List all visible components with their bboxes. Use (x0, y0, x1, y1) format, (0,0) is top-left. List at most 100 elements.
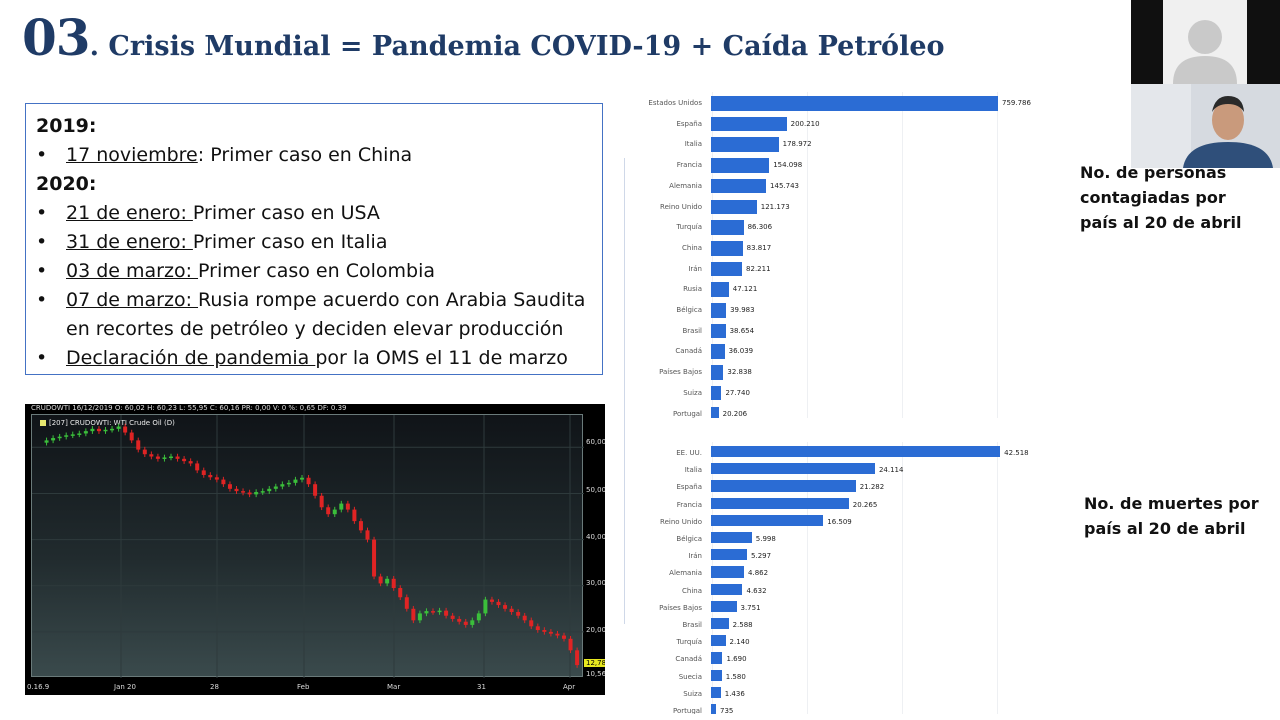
candle-body (476, 613, 481, 621)
bar-category-label: Bélgica (676, 306, 702, 314)
timeline-text: Primer caso en Colombia (198, 260, 435, 282)
candle-body (195, 463, 200, 471)
bar (711, 635, 726, 647)
bar-value-label: 1.580 (725, 672, 746, 681)
timeline-item: 03 de marzo: Primer caso en Colombia (36, 257, 592, 286)
bar-category-label: Países Bajos (659, 603, 702, 612)
bar (711, 240, 743, 256)
candle-body (398, 588, 403, 598)
avatar-placeholder-icon (1173, 20, 1237, 84)
bar-value-label: 32.838 (727, 368, 752, 377)
bar-value-label: 21.282 (859, 483, 885, 492)
bar-category-label: Canadá (675, 655, 702, 664)
y-tick: 20,00 (586, 626, 605, 634)
bar-value-label: 200.210 (790, 119, 820, 128)
bar (711, 323, 726, 339)
participant-video-empty[interactable] (1131, 0, 1280, 84)
candle-body (51, 438, 56, 441)
bar-category-label: Francia (676, 500, 702, 509)
bar (711, 480, 856, 492)
bar (711, 669, 722, 681)
candle-body (542, 630, 547, 632)
candle-body (64, 435, 69, 437)
bar-value-label: 178.972 (782, 140, 812, 149)
presenter-video[interactable] (1131, 84, 1280, 168)
timeline-text: por la OMS el 11 de marzo (315, 347, 568, 369)
bar-category-label: Alemania (669, 181, 702, 190)
candle-body (365, 530, 370, 540)
candle-body (70, 434, 75, 436)
timeline-date: 03 de marzo: (66, 260, 199, 282)
candle-body (136, 440, 141, 450)
bar-value-label: 27.740 (725, 388, 750, 397)
bar-category-label: Suecia (678, 672, 702, 681)
presenter-avatar-icon (1131, 84, 1280, 168)
legend-text: [207] CRUDOWTI: WTI Crude Oil (D) (49, 419, 175, 427)
bar-category-label: España (676, 119, 702, 128)
bar-value-label: 38.654 (729, 326, 755, 335)
y-tick: 50,00 (586, 486, 605, 494)
chart-legend: [207] CRUDOWTI: WTI Crude Oil (D) (40, 419, 175, 427)
bar-category-label: Turquía (676, 638, 702, 647)
deaths-bar-chart: EE. UU. 42.518 Italia 24.114 España 21.282 Fra… (640, 442, 1055, 714)
candle-body (201, 470, 206, 475)
bar (711, 199, 757, 215)
bar-category-label: Irán (688, 552, 702, 561)
bar-value-label: 47.121 (732, 285, 758, 294)
candle-body (188, 461, 193, 464)
bar-category-label: Brasil (682, 326, 702, 335)
bar (711, 686, 721, 698)
candle-body (149, 454, 154, 457)
candle-body (110, 428, 115, 431)
y-tick: 40,00 (586, 533, 605, 541)
candle-body (241, 491, 246, 493)
bar-category-label: Reino Unido (660, 202, 702, 211)
chart-plot-area: [207] CRUDOWTI: WTI Crude Oil (D) (31, 414, 584, 678)
bar (711, 385, 722, 401)
candle-body (378, 576, 383, 584)
timeline-item: 17 noviembre: Primer caso en China (36, 141, 592, 170)
grid-line (997, 442, 998, 714)
bar-category-label: Estados Unidos (648, 99, 702, 107)
timeline-text: : Primer caso en China (197, 144, 413, 166)
candle-body (142, 449, 147, 455)
candle-body (463, 621, 468, 625)
candle-body (234, 488, 239, 492)
bar-value-label: 121.173 (760, 202, 790, 211)
grid-line (902, 92, 903, 418)
bar (711, 158, 770, 173)
cases-bar-chart: Estados Unidos 759.786 España 200.210 Italia… (640, 92, 1055, 418)
candle-body (431, 611, 435, 613)
bar-value-label: 42.518 (1004, 449, 1029, 457)
bar-category-label: China (682, 586, 702, 595)
bar-value-label: 1.690 (726, 655, 747, 664)
candle-body (44, 440, 49, 443)
candle-body (548, 631, 553, 634)
bar (711, 116, 787, 132)
candle-body (450, 615, 455, 619)
candle-body (555, 633, 560, 636)
candle-body (509, 608, 514, 613)
candle-body (352, 509, 357, 522)
candle-body (123, 426, 128, 433)
bar-category-label: Irán (688, 264, 702, 273)
bar (711, 220, 744, 235)
bar (711, 137, 779, 153)
candle-body (273, 486, 278, 489)
candle-body (358, 521, 363, 531)
bar-value-label: 154.098 (773, 161, 803, 170)
last-price-tag: 12,78 (584, 659, 605, 667)
x-tick: Mar (387, 683, 401, 691)
candle-body (77, 433, 82, 435)
slide-number: 03 (22, 8, 91, 67)
candle-body (267, 488, 272, 492)
bar (711, 532, 752, 544)
candle-body (300, 477, 304, 480)
x-tick: Apr (563, 683, 576, 691)
slide-title-text: . Crisis Mundial = Pandemia COVID-19 + C… (89, 31, 945, 62)
bar-value-label: 2.588 (732, 621, 753, 629)
candle-body (286, 482, 291, 485)
bar-value-label: 20.206 (722, 409, 748, 418)
candle-body (332, 509, 337, 515)
grid-line (997, 92, 998, 418)
